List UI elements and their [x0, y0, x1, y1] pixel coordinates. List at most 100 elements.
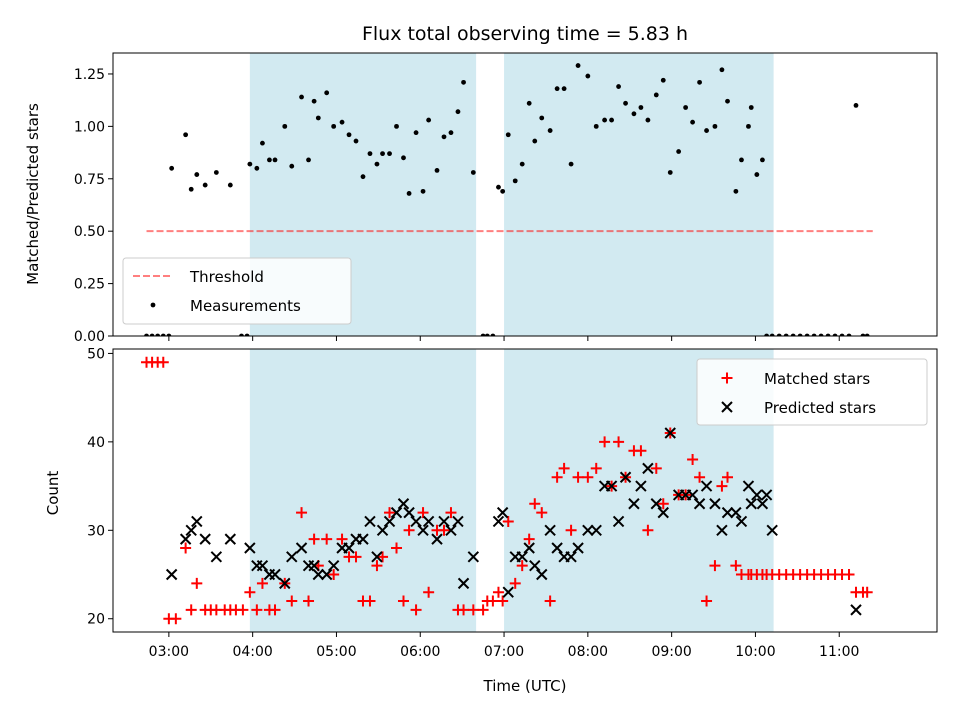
measurement-point	[746, 123, 751, 129]
measurement-point	[480, 333, 486, 336]
matched-star-point	[269, 604, 281, 616]
matched-star-point	[590, 462, 602, 474]
matched-star-point	[251, 604, 263, 616]
matched-star-point	[694, 471, 706, 483]
matched-star-point	[492, 586, 504, 598]
predicted-star-point	[590, 524, 602, 537]
predicted-star-point	[343, 542, 355, 554]
matched-star-point	[701, 595, 713, 607]
measurement-point	[360, 174, 366, 180]
measurement-point	[169, 165, 175, 171]
measurement-point	[339, 119, 345, 125]
axes-frame	[112, 348, 938, 633]
measurement-point	[413, 130, 419, 136]
predicted-star-point	[244, 542, 256, 554]
measurement-point	[602, 117, 608, 123]
measurement-point	[754, 172, 760, 177]
measurement-point	[346, 132, 352, 138]
measurement-point	[512, 178, 518, 184]
predicted-star-point	[523, 542, 535, 554]
predicted-star-point	[760, 489, 773, 501]
measurement-point	[660, 77, 666, 83]
matched-star-point	[497, 595, 509, 607]
matched-star-point	[350, 551, 362, 563]
measurement-point	[227, 182, 233, 188]
predicted-star-point	[383, 515, 396, 528]
measurement-point	[733, 188, 739, 194]
predicted-star-point	[364, 515, 376, 528]
predicted-star-point	[295, 542, 308, 554]
measurement-point	[568, 161, 574, 167]
measurement-point	[420, 188, 426, 194]
predicted-star-point	[628, 498, 640, 510]
measurement-point	[725, 98, 730, 104]
predicted-star-point	[730, 506, 742, 519]
measurement-point	[289, 163, 295, 169]
measurement-point	[860, 333, 866, 336]
y-axis-label: Matched/Predicted stars	[24, 103, 42, 285]
matched-star-point	[536, 507, 548, 519]
legend-bottom: Matched stars Predicted stars	[696, 358, 928, 426]
measurement-point	[539, 115, 545, 121]
x-tick-label: 03:00	[149, 644, 189, 660]
measurement-point	[825, 333, 831, 336]
measurement-point	[155, 333, 161, 336]
measurement-point	[585, 73, 591, 79]
predicted-star-point	[756, 498, 769, 510]
measurement-point	[561, 86, 567, 92]
matched-star-point	[657, 498, 669, 510]
measurement-point	[406, 191, 412, 196]
matched-star-point	[502, 515, 514, 527]
matched-star-point	[180, 542, 192, 554]
matched-star-point	[237, 604, 249, 616]
predicted-star-point	[700, 480, 713, 492]
matched-star-point	[487, 595, 499, 607]
measurement-point	[811, 333, 817, 336]
matched-star-point	[516, 560, 528, 572]
measurement-point	[166, 333, 172, 336]
measurement-point	[183, 132, 189, 138]
predicted-star-point	[657, 506, 669, 519]
measurement-point	[846, 333, 852, 336]
x-axis-label: Time (UTC)	[483, 677, 567, 695]
predicted-star-point	[390, 506, 403, 519]
predicted-star-point	[308, 559, 320, 572]
measurement-point	[818, 333, 824, 336]
measurement-point	[645, 117, 651, 123]
predicted-star-point	[544, 524, 556, 537]
y-axis-label: Count	[44, 471, 62, 516]
data-marks	[141, 356, 873, 625]
predicted-star-point	[417, 524, 429, 537]
x-tick-label: 09:00	[651, 644, 691, 660]
predicted-star-point	[371, 551, 383, 563]
measurement-point	[683, 105, 689, 110]
data-marks	[144, 63, 870, 336]
y-tick-label: 0.75	[74, 172, 105, 188]
matched-star-point	[572, 471, 584, 483]
measurement-point	[676, 149, 682, 154]
predicted-star-point	[357, 533, 369, 545]
measurement-point	[575, 63, 581, 68]
matched-star-point	[336, 533, 348, 545]
measurement-point	[426, 117, 432, 123]
y-tick-label: 1.00	[74, 119, 105, 135]
observing-window-span	[249, 349, 477, 632]
predicted-star-point	[179, 533, 192, 545]
measurement-point	[311, 98, 317, 104]
measurement-point	[739, 157, 744, 163]
matched-star-point	[709, 560, 721, 572]
predicted-star-point	[410, 515, 422, 528]
matched-star-point	[843, 569, 855, 581]
legend-predicted-label: Predicted stars	[764, 399, 876, 417]
predicted-star-point	[709, 498, 721, 510]
matched-star-point	[364, 595, 376, 607]
predicted-star-point	[751, 489, 763, 501]
measurement-point	[769, 333, 775, 336]
y-tick-label: 1.25	[74, 67, 105, 83]
predicted-star-point	[210, 551, 223, 563]
predicted-star-point	[445, 524, 457, 537]
x-tick-label: 07:00	[484, 644, 524, 660]
legend-matched-label: Matched stars	[764, 370, 870, 388]
matched-star-point	[861, 586, 873, 598]
predicted-star-point	[422, 515, 435, 528]
